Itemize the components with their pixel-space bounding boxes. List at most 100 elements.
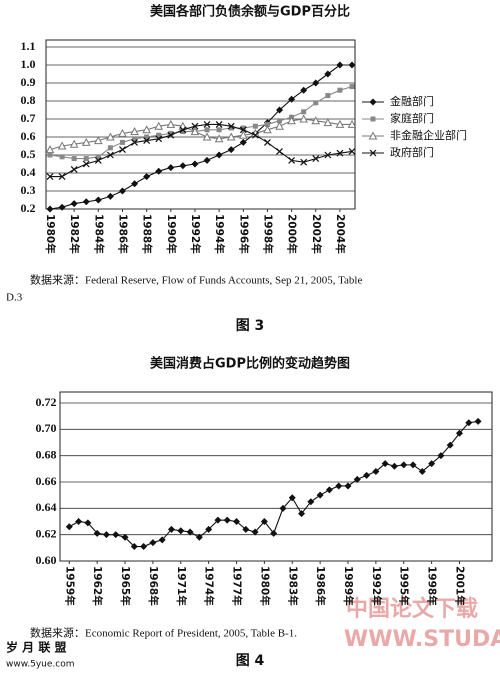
marker (349, 84, 355, 90)
marker (180, 129, 186, 135)
marker (179, 126, 187, 134)
marker (336, 149, 344, 157)
marker (75, 518, 83, 525)
marker (307, 498, 315, 506)
marker (95, 154, 101, 160)
marker (130, 127, 139, 136)
marker (118, 128, 127, 137)
marker (228, 125, 234, 131)
marker (214, 134, 224, 143)
marker (312, 155, 320, 163)
y-tick-label: 0.4 (21, 165, 36, 179)
marker (277, 118, 283, 124)
marker (65, 523, 73, 531)
marker (149, 539, 157, 547)
marker (203, 156, 211, 164)
figure-caption: 图 4 (236, 653, 265, 669)
marker (70, 200, 78, 208)
marker (279, 504, 287, 512)
marker (437, 452, 445, 460)
x-tick-label: 1996年 (237, 214, 250, 254)
marker (93, 136, 103, 145)
x-tick-label: 1984年 (92, 214, 105, 254)
marker (316, 491, 324, 499)
marker (263, 125, 272, 134)
watermark: 中国论文下载 (346, 596, 478, 622)
marker (83, 156, 89, 162)
y-tick-label: 0.8 (21, 93, 36, 107)
x-tick-label: 2004年 (334, 214, 347, 254)
legend-label: 政府部门 (390, 145, 434, 159)
series-line (50, 123, 353, 178)
marker (94, 156, 102, 164)
y-tick-label: 0.9 (21, 75, 36, 89)
x-tick-label: 1990年 (165, 214, 178, 254)
series-line (49, 86, 353, 160)
marker (131, 138, 138, 146)
legend-marker (368, 131, 378, 140)
marker (203, 120, 211, 128)
marker (168, 130, 174, 136)
x-tick-label: 1986年 (116, 214, 129, 254)
legend-marker (369, 149, 377, 157)
y-tick-label: 0.70 (36, 421, 57, 435)
marker (69, 139, 79, 148)
marker (84, 519, 92, 527)
marker (400, 461, 408, 469)
marker (276, 147, 283, 155)
marker (106, 132, 115, 141)
marker (260, 518, 268, 525)
x-tick-label: 1986年 (314, 566, 327, 606)
x-tick-label: 1980年 (44, 214, 57, 254)
marker (299, 114, 309, 123)
marker (325, 93, 331, 99)
marker (204, 127, 210, 133)
marker (348, 61, 356, 69)
marker (409, 461, 417, 469)
marker (335, 482, 343, 490)
marker (46, 205, 54, 213)
marker (47, 152, 53, 158)
x-tick-label: 1971年 (175, 566, 188, 606)
marker (82, 198, 90, 206)
marker (428, 460, 436, 468)
marker (71, 156, 77, 162)
watermark: WWW.STUDA. (344, 627, 500, 652)
marker (106, 192, 114, 200)
marker (335, 119, 345, 128)
chart-title: 美国各部门负债余额与GDP百分比 (150, 4, 350, 20)
marker (446, 441, 454, 449)
marker (106, 151, 114, 159)
marker (179, 162, 187, 170)
series-line (69, 420, 479, 548)
x-tick-label: 1998年 (261, 214, 274, 254)
legend-marker (370, 116, 376, 122)
y-tick-label: 0.64 (36, 500, 57, 514)
marker (82, 160, 90, 168)
marker (238, 130, 248, 139)
x-tick-label: 2000年 (286, 214, 299, 254)
marker (288, 156, 296, 164)
y-tick-label: 0.62 (36, 526, 57, 540)
marker (465, 419, 473, 427)
marker (156, 132, 162, 138)
marker (381, 460, 389, 468)
x-tick-label: 1959年 (63, 566, 76, 606)
y-tick-label: 0.60 (36, 553, 57, 567)
marker (390, 462, 398, 470)
marker (347, 119, 357, 128)
marker (275, 121, 284, 130)
x-tick-label: 1994年 (213, 214, 226, 254)
y-tick-label: 0.5 (21, 147, 36, 161)
x-tick-label: 1998年 (426, 566, 439, 606)
y-tick-label: 0.66 (36, 474, 57, 488)
marker (57, 141, 67, 150)
source-note: D.3 (6, 292, 23, 304)
marker (155, 167, 163, 175)
marker (144, 134, 150, 140)
marker (154, 121, 164, 130)
marker (264, 121, 270, 127)
marker (336, 61, 344, 69)
marker (215, 120, 223, 128)
marker (205, 525, 213, 533)
